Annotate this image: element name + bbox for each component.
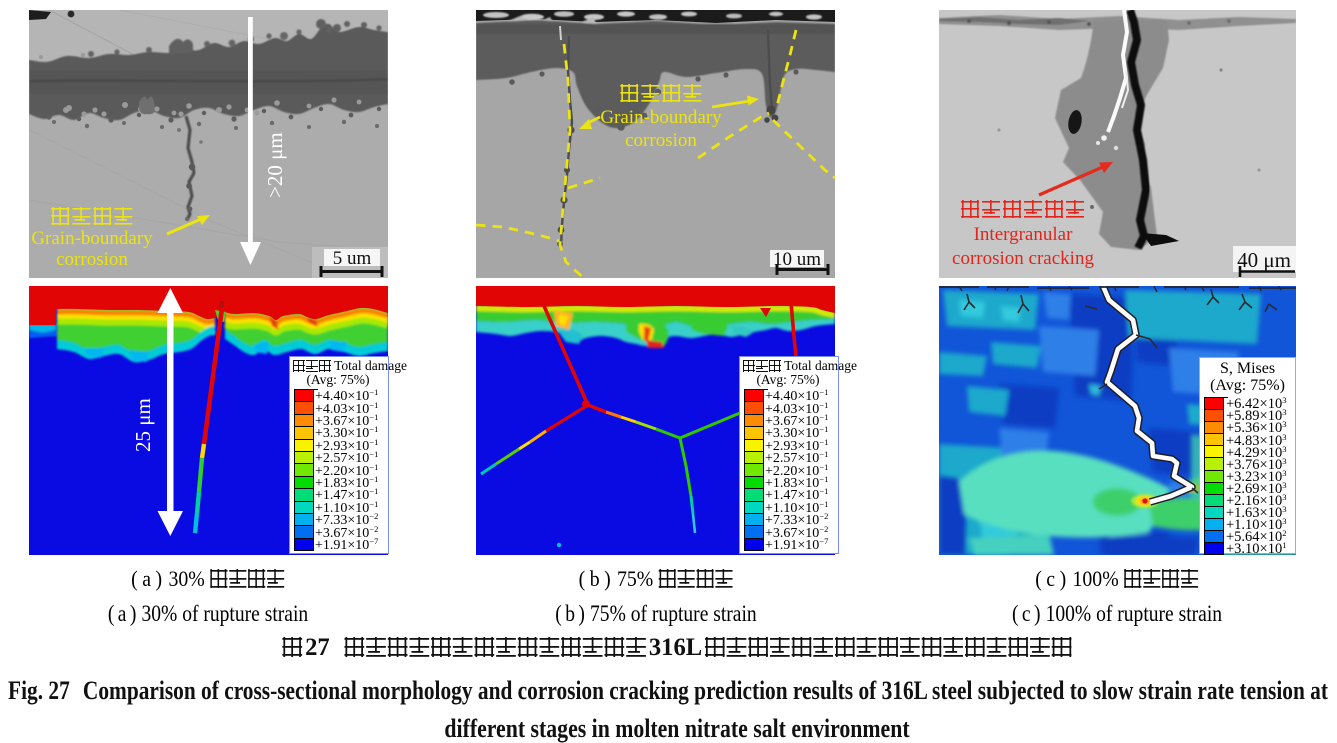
svg-text:40 μm: 40 μm — [1237, 248, 1291, 272]
svg-text:10 um: 10 um — [773, 249, 821, 270]
svg-text:5 um: 5 um — [333, 248, 372, 269]
svg-text:25 μm: 25 μm — [131, 398, 155, 452]
svg-text:>20 μm: >20 μm — [263, 132, 287, 198]
